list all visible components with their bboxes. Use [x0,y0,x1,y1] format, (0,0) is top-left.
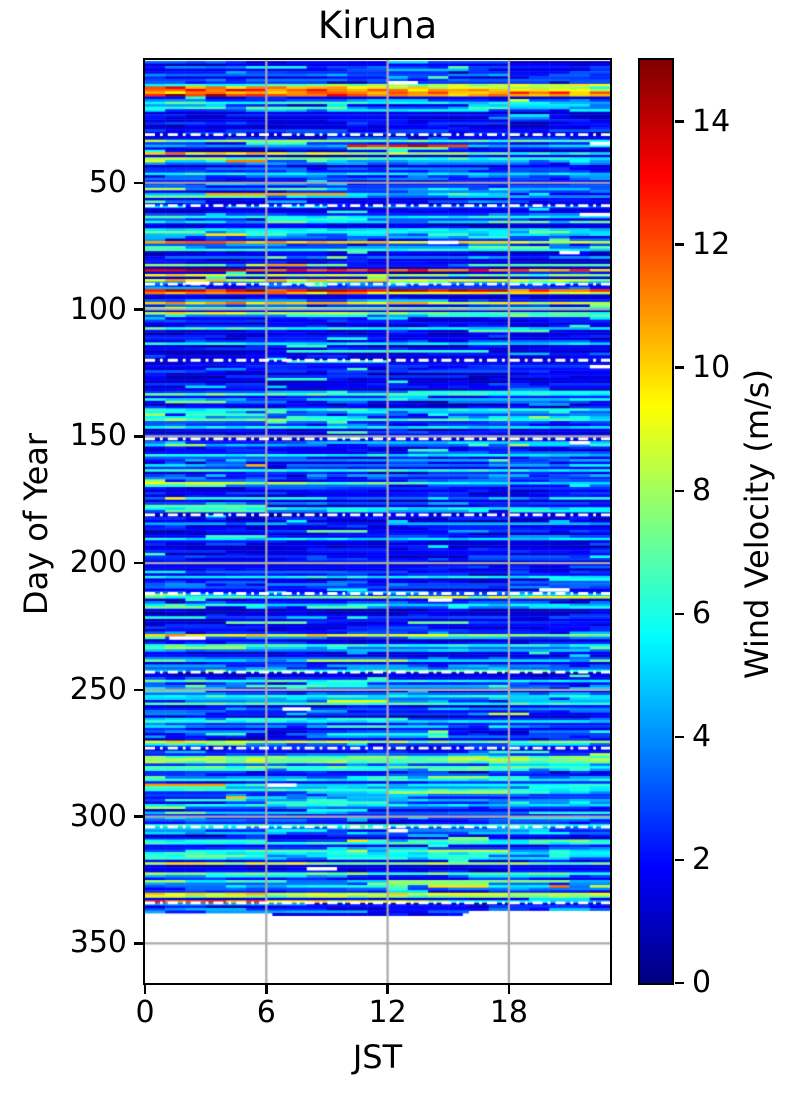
colorbar-tick-mark [674,858,684,862]
colorbar-tick-mark [674,243,684,246]
colorbar-tick-label: 4 [692,718,712,754]
y-tick-mark [133,435,143,438]
x-tick-mark [386,985,389,994]
x-tick-label: 12 [368,995,407,1030]
colorbar-tick-label: 14 [692,103,731,139]
y-tick-mark [133,942,143,945]
y-tick-label: 50 [88,164,127,200]
y-tick-label: 300 [69,798,127,834]
chart-title: Kiruna [317,4,438,47]
x-tick-label: 18 [489,995,528,1030]
x-tick-mark [143,985,147,994]
colorbar-tick-mark [674,489,684,493]
x-axis-label: JST [352,1038,403,1076]
colorbar-tick-label: 8 [692,472,712,508]
colorbar-tick-mark [674,981,684,985]
colorbar-tick-label: 2 [692,841,712,877]
y-tick-mark [133,688,143,692]
colorbar-tick-label: 0 [692,965,712,1000]
y-tick-label: 350 [69,925,127,961]
y-tick-label: 250 [69,671,127,707]
colorbar-tick-mark [674,366,684,369]
colorbar-label: Wind Velocity (m/s) [738,369,776,679]
y-tick-mark [133,181,143,185]
x-tick-label: 0 [135,995,155,1030]
colorbar-tick-mark [674,612,684,616]
y-tick-label: 150 [69,418,127,454]
x-tick-mark [507,985,511,994]
y-tick-mark [133,815,143,818]
colorbar-tick-label: 6 [692,595,712,631]
colorbar-canvas [640,60,672,983]
x-tick-mark [265,985,268,994]
y-tick-mark [133,561,143,565]
y-tick-label: 100 [69,291,127,327]
colorbar-tick-mark [674,120,684,123]
colorbar-tick-mark [674,735,684,739]
y-tick-mark [133,308,143,311]
heatmap-canvas [145,60,610,983]
colorbar-tick-label: 10 [692,349,731,385]
y-tick-label: 200 [69,545,127,581]
x-tick-label: 6 [256,995,276,1030]
colorbar-tick-label: 12 [692,226,731,262]
